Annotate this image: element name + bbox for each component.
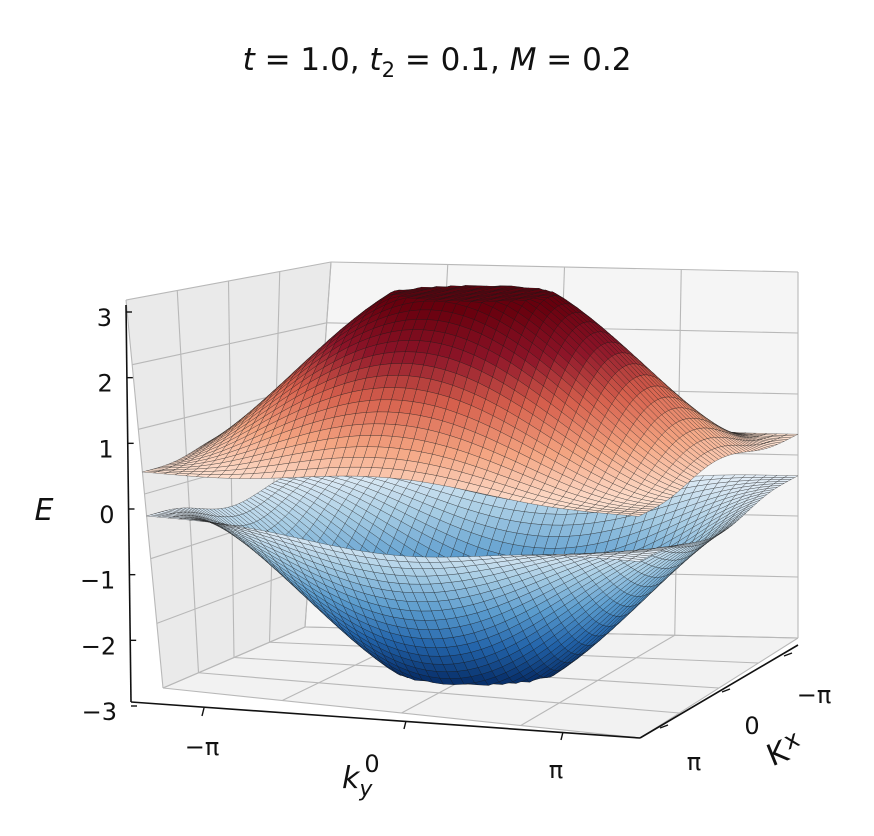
z-axis-label: E xyxy=(35,493,54,528)
title-t2-value: = 0.1, xyxy=(395,42,510,78)
left-grid-h xyxy=(132,322,327,366)
z-tick-label: 1 xyxy=(98,435,113,463)
back-grid-h xyxy=(330,261,799,273)
left-grid-h xyxy=(125,261,332,301)
z-tick-label: 0 xyxy=(99,501,114,529)
ky-tick-label-zero: 0 xyxy=(364,750,379,778)
floor-grid-ky-4 xyxy=(639,637,799,739)
z-tick-label: −3 xyxy=(82,698,117,726)
ky-tick-mark xyxy=(201,707,205,717)
kx-tick-label: π xyxy=(687,748,701,776)
kx-tick-label: 0 xyxy=(744,712,759,740)
title-m-value: = 0.2 xyxy=(536,42,632,78)
title-t-value: = 1.0, xyxy=(254,42,370,78)
floor-grid-kx-4 xyxy=(162,687,641,739)
z-tick-label: −2 xyxy=(81,632,116,660)
title-m-symbol: M xyxy=(509,42,537,78)
left-grid-h xyxy=(162,626,306,689)
surfaces xyxy=(142,285,799,686)
floor-grid-ky-3 xyxy=(520,634,676,726)
z-tick-label: −1 xyxy=(80,567,115,595)
z-axis-line xyxy=(125,304,132,703)
z-tick-label: 3 xyxy=(97,304,112,332)
z-tick-label: 2 xyxy=(98,370,113,398)
chart-title: t = 1.0, t2 = 0.1, M = 0.2 xyxy=(0,42,874,82)
floor-grid-kx-3 xyxy=(198,672,680,714)
ky-tick-mark xyxy=(403,720,407,730)
title-t-symbol: t xyxy=(242,42,255,78)
ky-tick-label: π xyxy=(549,756,563,784)
title-t2-symbol: t xyxy=(369,42,382,78)
title-t2-subscript: 2 xyxy=(381,57,395,83)
kx-tick-label: −π xyxy=(797,681,832,709)
ky-tick-label: −π xyxy=(185,733,220,761)
